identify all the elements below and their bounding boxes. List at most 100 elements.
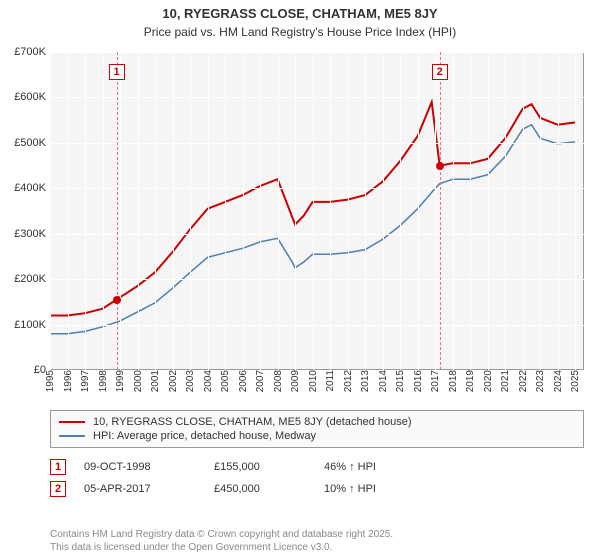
gridline [243,52,244,370]
gridline [138,52,139,370]
sale-point [113,296,121,304]
x-axis-label: 1998 [98,370,109,396]
gridline [173,52,174,370]
chart-svg [50,52,584,370]
gridline [50,234,584,235]
y-axis-label: £300K [14,228,50,240]
gridline [50,325,584,326]
gridline [50,188,584,189]
x-axis-label: 2024 [553,370,564,396]
y-axis-label: £400K [14,182,50,194]
x-axis-label: 2022 [518,370,529,396]
gridline [225,52,226,370]
gridline [330,52,331,370]
x-axis-label: 2011 [325,370,336,396]
legend-label: HPI: Average price, detached house, Medw… [93,430,316,442]
gridline [50,52,584,53]
legend-item: 10, RYEGRASS CLOSE, CHATHAM, ME5 8JY (de… [59,415,575,429]
gridline [155,52,156,370]
legend-swatch [59,421,85,423]
sales-table: 1 09-OCT-1998£155,00046% ↑ HPI 2 05-APR-201… [50,456,584,500]
x-axis-label: 1996 [63,370,74,396]
data-attribution: Contains HM Land Registry data © Crown c… [50,528,584,554]
x-axis-label: 2001 [150,370,161,396]
sale-marker-badge: 1 [109,64,125,80]
footer-line: This data is licensed under the Open Gov… [50,541,584,554]
page-title: 10, RYEGRASS CLOSE, CHATHAM, ME5 8JY [0,0,600,21]
x-axis-label: 2018 [448,370,459,396]
x-axis-label: 2006 [238,370,249,396]
gridline [435,52,436,370]
gridline [103,52,104,370]
x-axis-label: 1997 [80,370,91,396]
gridline [418,52,419,370]
gridline [505,52,506,370]
gridline [190,52,191,370]
sale-price: £155,000 [214,461,324,473]
sale-row: 1 09-OCT-1998£155,00046% ↑ HPI [50,456,584,478]
legend-label: 10, RYEGRASS CLOSE, CHATHAM, ME5 8JY (de… [93,416,412,428]
y-axis-label: £200K [14,273,50,285]
x-axis-label: 2015 [395,370,406,396]
x-axis-label: 2021 [500,370,511,396]
gridline [470,52,471,370]
x-axis-label: 2023 [535,370,546,396]
x-axis-label: 2004 [203,370,214,396]
sale-point [436,162,444,170]
gridline [68,52,69,370]
gridline [208,52,209,370]
x-axis-label: 2003 [185,370,196,396]
footer-line: Contains HM Land Registry data © Crown c… [50,528,584,541]
price-chart: £0£100K£200K£300K£400K£500K£600K£700K199… [50,52,584,370]
sale-price: £450,000 [214,483,324,495]
sale-row: 2 05-APR-2017£450,00010% ↑ HPI [50,478,584,500]
gridline [295,52,296,370]
gridline [50,52,51,370]
sale-id-badge: 2 [50,481,66,497]
gridline [50,97,584,98]
x-axis-label: 2013 [360,370,371,396]
legend-swatch [59,435,85,437]
page-subtitle: Price paid vs. HM Land Registry's House … [0,21,600,45]
sale-date: 09-OCT-1998 [84,461,214,473]
gridline [400,52,401,370]
x-axis-label: 2000 [133,370,144,396]
legend-item: HPI: Average price, detached house, Medw… [59,429,575,443]
gridline [365,52,366,370]
y-axis-label: £500K [14,137,50,149]
x-axis-label: 2012 [343,370,354,396]
gridline [313,52,314,370]
x-axis-label: 2019 [465,370,476,396]
x-axis-label: 2007 [255,370,266,396]
gridline [348,52,349,370]
y-axis-label: £100K [14,319,50,331]
x-axis-label: 1995 [45,370,56,396]
x-axis-label: 2009 [290,370,301,396]
gridline [50,279,584,280]
x-axis-label: 2014 [378,370,389,396]
sale-hpi-delta: 46% ↑ HPI [324,461,444,473]
y-axis-label: £600K [14,91,50,103]
gridline [50,143,584,144]
y-axis-label: £700K [14,46,50,58]
x-axis-label: 2025 [570,370,581,396]
x-axis-label: 2002 [168,370,179,396]
x-axis-label: 2010 [308,370,319,396]
x-axis-label: 1999 [115,370,126,396]
sale-marker-line [440,52,441,370]
x-axis-label: 2020 [483,370,494,396]
gridline [453,52,454,370]
sale-date: 05-APR-2017 [84,483,214,495]
chart-legend: 10, RYEGRASS CLOSE, CHATHAM, ME5 8JY (de… [50,410,584,448]
x-axis-label: 2017 [430,370,441,396]
sale-marker-badge: 2 [432,64,448,80]
gridline [575,52,576,370]
x-axis-label: 2008 [273,370,284,396]
gridline [260,52,261,370]
x-axis-label: 2016 [413,370,424,396]
gridline [278,52,279,370]
sale-marker-line [117,52,118,370]
gridline [383,52,384,370]
sale-hpi-delta: 10% ↑ HPI [324,483,444,495]
sale-id-badge: 1 [50,459,66,475]
